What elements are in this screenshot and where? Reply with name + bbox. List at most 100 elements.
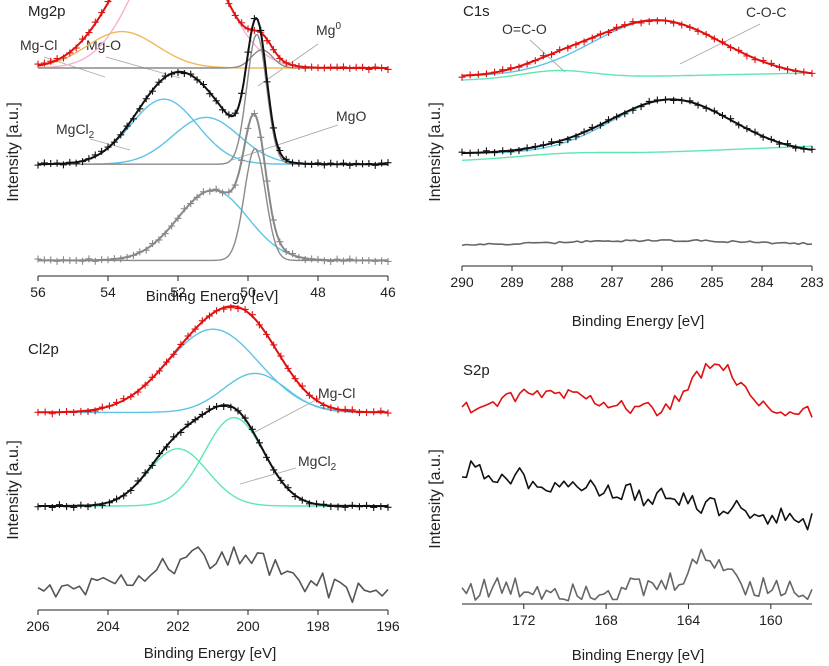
data-marker	[276, 238, 284, 246]
x-axis-label-cl2p: Binding Energy [eV]	[144, 645, 277, 662]
mg2p-mid-envelope	[37, 17, 388, 166]
data-marker	[212, 185, 220, 193]
data-marker	[77, 501, 85, 509]
data-marker	[269, 46, 277, 54]
data-marker	[123, 122, 131, 130]
cl2p-top-envelope	[38, 305, 388, 414]
data-marker	[637, 103, 645, 111]
data-marker	[104, 143, 112, 151]
data-marker	[320, 500, 328, 508]
data-marker	[53, 55, 61, 63]
data-marker	[55, 501, 63, 509]
data-marker	[163, 358, 171, 366]
data-marker	[548, 138, 556, 146]
data-marker	[371, 63, 379, 71]
data-marker	[234, 305, 242, 313]
c1s-bot-trace	[461, 239, 813, 247]
data-marker	[231, 11, 239, 19]
x-tick-label-cl2p: 200	[236, 618, 260, 634]
data-marker	[384, 257, 392, 265]
mg2p-bot-mg0-component	[38, 148, 388, 262]
data-marker	[219, 189, 227, 197]
data-marker	[34, 503, 42, 511]
data-marker	[47, 256, 55, 264]
data-marker	[161, 230, 169, 238]
data-marker	[219, 106, 227, 114]
data-marker	[40, 159, 48, 167]
data-marker	[72, 44, 80, 52]
data-marker	[743, 125, 751, 133]
data-marker	[759, 133, 767, 141]
data-marker	[98, 403, 106, 411]
data-marker	[63, 407, 71, 415]
data-marker	[270, 466, 278, 474]
data-marker	[225, 0, 233, 8]
panel-mg2p: Mg2p Intensity [a.u.] Binding Energy [eV…	[5, 0, 396, 305]
data-marker	[291, 375, 299, 383]
c1s-top-data	[458, 17, 816, 81]
x-tick-label-cl2p: 206	[26, 618, 50, 634]
data-marker	[333, 255, 341, 263]
data-marker	[59, 256, 67, 264]
data-marker	[621, 110, 629, 118]
data-marker	[678, 21, 686, 29]
data-marker	[220, 305, 228, 313]
data-marker	[298, 382, 306, 390]
data-marker	[363, 408, 371, 416]
data-marker	[177, 428, 185, 436]
data-marker	[238, 19, 246, 27]
data-marker	[370, 503, 378, 511]
data-marker	[301, 64, 309, 72]
x-tick-label-c1s: 287	[600, 274, 624, 290]
data-marker	[507, 64, 515, 72]
data-marker	[359, 160, 367, 168]
data-marker	[77, 407, 85, 415]
s2p-mid-trace	[461, 460, 813, 531]
data-marker	[282, 155, 290, 163]
data-marker	[231, 181, 239, 189]
data-marker	[474, 70, 482, 78]
data-marker	[227, 403, 235, 411]
data-marker	[637, 19, 645, 27]
data-marker	[85, 255, 93, 263]
data-marker	[800, 145, 808, 153]
data-marker	[238, 89, 246, 97]
x-tick-label-cl2p: 204	[96, 618, 120, 634]
data-marker	[105, 402, 113, 410]
data-marker	[301, 160, 309, 168]
data-marker	[784, 140, 792, 148]
data-marker	[320, 161, 328, 169]
data-marker	[735, 46, 743, 54]
data-marker	[238, 156, 246, 164]
data-marker	[282, 248, 290, 256]
data-marker	[653, 96, 661, 104]
data-marker	[365, 66, 373, 74]
data-marker	[225, 111, 233, 119]
data-marker	[180, 205, 188, 213]
data-marker	[187, 200, 195, 208]
data-marker	[346, 64, 354, 72]
c1s-top-oco-component	[461, 69, 812, 81]
data-marker	[327, 503, 335, 511]
data-marker	[72, 159, 80, 167]
data-marker	[284, 484, 292, 492]
data-marker	[678, 97, 686, 105]
data-marker	[808, 69, 816, 77]
data-marker	[180, 70, 188, 78]
data-marker	[231, 109, 239, 117]
c1s-top-envelope	[461, 19, 813, 77]
x-tick-label-mg2p: 48	[310, 284, 326, 300]
cl2p-mid-data	[34, 402, 392, 511]
cl2p-mid-envelope	[38, 404, 388, 507]
data-marker	[40, 59, 48, 67]
cl2p-top-data	[34, 304, 392, 418]
data-marker	[327, 63, 335, 71]
data-marker	[694, 27, 702, 35]
data-marker	[141, 469, 149, 477]
data-marker	[352, 159, 360, 167]
cl2p-mid-1-component	[38, 448, 388, 507]
data-marker	[34, 60, 42, 68]
data-marker	[482, 70, 490, 78]
data-marker	[339, 159, 347, 167]
data-marker	[148, 373, 156, 381]
